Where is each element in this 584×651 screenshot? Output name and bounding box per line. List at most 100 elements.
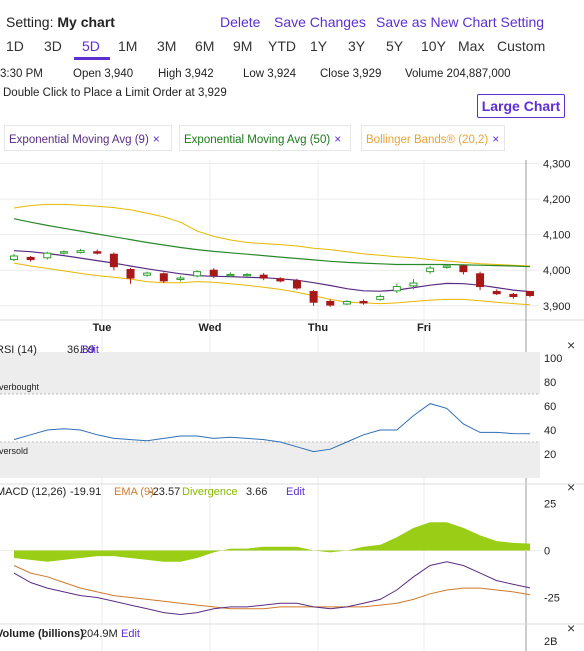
candle-body [10,255,18,261]
ema9-line [13,250,531,293]
close-icon: × [567,620,575,636]
volume-edit-link: Edit [121,628,140,640]
range-tab-1m[interactable]: 1M [118,38,138,54]
quote-high: High 3,942 [158,68,214,80]
ema50-line [13,218,531,268]
volume-label: Volume (billions) [0,628,84,640]
macd-signal-value: -23.57 [149,486,180,498]
candle-body [426,267,435,273]
range-tab-max[interactable]: Max [458,38,485,54]
candle-body [292,280,301,289]
macd-edit-link: Edit [286,486,305,498]
candle-body [226,273,235,277]
day-tick-label: Tue [93,322,112,334]
rsi-tick-label: 40 [544,425,556,437]
quote-time: 3:30 PM [0,68,43,80]
candle-body [526,291,534,296]
range-tab-5y[interactable]: 5Y [386,38,404,54]
candle-body [392,286,401,292]
rsi-line [13,403,531,453]
rsi-oversold-zone [0,442,540,478]
close-icon: × [567,337,575,353]
candle-body [509,293,518,298]
save-changes-button[interactable]: Save Changes [274,14,366,30]
close-icon: × [567,479,575,495]
quote-low: Low 3,924 [243,68,297,80]
close-icon[interactable]: × [334,132,342,146]
candle-body [492,291,501,295]
range-tab-ytd[interactable]: YTD [268,38,296,54]
candle-body [442,265,451,268]
macd-line [13,561,531,616]
candle-body [259,274,268,279]
limit-order-hint: Double Click to Place a Limit Order at 3… [3,87,227,99]
rsi-tick-label: 100 [544,353,562,365]
macd-signal-label: EMA (9) [114,486,154,498]
range-tab-9m[interactable]: 9M [233,38,253,54]
study-chip-ema9: Exponential Moving Avg (9) × [4,125,172,151]
macd-tick-label: -25 [544,593,560,605]
range-tab-3y[interactable]: 3Y [348,38,366,54]
macd-tick-label: 25 [544,498,556,510]
quote-volume: Volume 204,887,000 [405,68,511,80]
quote-open: Open 3,940 [73,68,134,80]
candle-body [143,272,152,276]
range-tab-3m[interactable]: 3M [157,38,177,54]
price-tick-label: 4,000 [543,265,571,277]
study-chip-bollinger: Bollinger Bands® (20,2) × [361,125,505,151]
candle-body [342,301,351,305]
day-tick-label: Thu [308,322,328,334]
candle-body [209,269,218,277]
close-icon[interactable]: × [152,132,160,146]
setting-label: Setting: My chart [6,14,115,30]
candle-body [159,273,168,282]
large-chart-button[interactable]: Large Chart [477,94,565,118]
rsi-tick-label: 60 [544,401,556,413]
day-tick-label: Wed [198,322,221,334]
bollinger-upper-line [13,203,531,267]
chart-name: My chart [57,14,115,30]
range-tab-1d[interactable]: 1D [6,38,24,54]
macd-divergence-value: 3.66 [246,486,267,498]
volume-value: 204.9M [81,628,118,640]
quote-close: Close 3,929 [320,68,382,80]
save-new-setting-button[interactable]: Save as New Chart Setting [376,14,545,30]
range-tab-3d[interactable]: 3D [44,38,62,54]
range-tab-10y[interactable]: 10Y [421,38,446,54]
range-tab-custom[interactable]: Custom [497,38,546,54]
rsi-overbought-label: Overbought [0,382,40,392]
price-tick-label: 3,900 [543,301,571,313]
candle-body [376,296,385,300]
rsi-edit-link: Edit [80,344,99,356]
study-label-ema50: Exponential Moving Avg (50) [184,134,331,146]
candle-body [193,271,202,277]
candle-body [26,256,35,261]
candle-body [326,301,335,306]
range-tab-5d[interactable]: 5D [82,38,100,54]
macd-value: -19.91 [70,486,101,498]
price-tick-label: 4,300 [543,159,571,171]
close-icon[interactable]: × [492,132,500,146]
delete-button[interactable]: Delete [220,14,261,30]
rsi-tick-label: 20 [544,449,556,461]
candle-body [109,253,118,268]
bollinger-lower-line [13,262,531,306]
macd-signal-line [13,565,531,610]
rsi-overbought-zone [0,352,540,394]
price-tick-label: 4,100 [543,230,571,242]
range-tab-1y[interactable]: 1Y [310,38,328,54]
macd-histogram [14,522,530,562]
candle-body [309,291,318,303]
study-chip-ema50: Exponential Moving Avg (50) × [179,125,351,151]
macd-tick-label: 0 [544,545,550,557]
candle-body [176,277,185,280]
candle-body [43,252,52,259]
macd-label: MACD (12,26) [0,486,66,498]
candle-body [93,251,102,254]
rsi-oversold-label: Oversold [0,446,28,456]
candle-body [243,273,252,277]
range-tab-6m[interactable]: 6M [195,38,215,54]
rsi-label: RSI (14) [0,344,37,356]
setting-caption: Setting: [6,14,54,30]
macd-divergence-label: Divergence [182,486,238,498]
